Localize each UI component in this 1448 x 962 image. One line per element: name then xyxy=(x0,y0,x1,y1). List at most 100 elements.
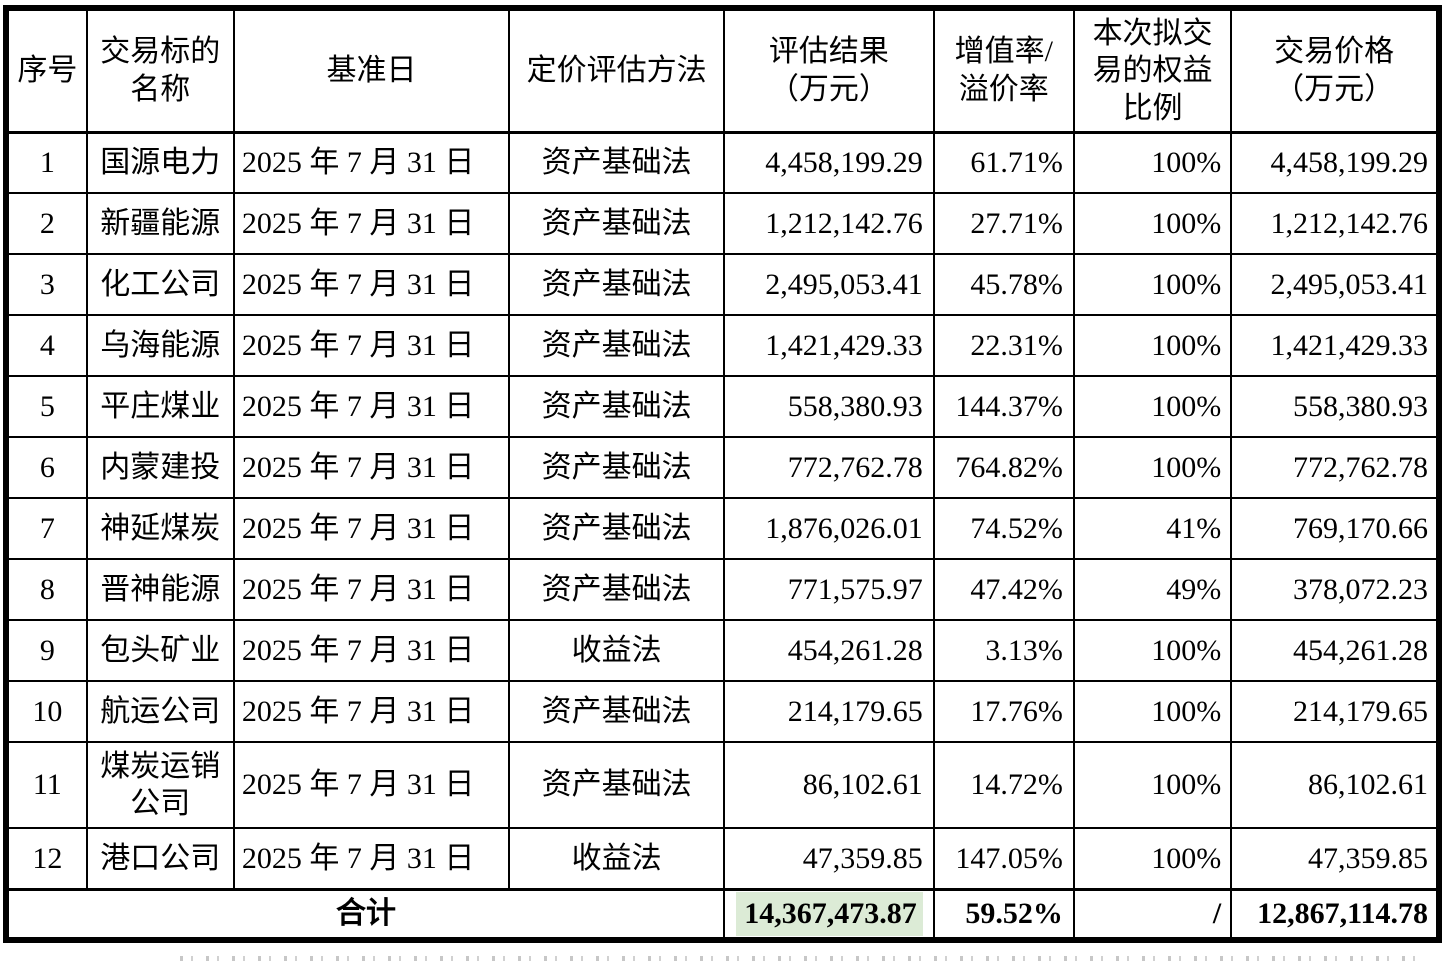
cell-price: 378,072.23 xyxy=(1230,558,1440,621)
cell-name: 平庄煤业 xyxy=(85,375,235,438)
cell-no: 2 xyxy=(5,192,88,255)
cell-name: 国源电力 xyxy=(85,131,235,194)
cell-name: 港口公司 xyxy=(85,827,235,890)
cell-result: 1,421,429.33 xyxy=(722,314,935,377)
cell-premium: 3.13% xyxy=(932,619,1075,682)
cell-result: 86,102.61 xyxy=(722,741,935,829)
cell-result: 47,359.85 xyxy=(722,827,935,890)
table-row: 5 平庄煤业 2025 年 7 月 31 日 资产基础法 558,380.93 … xyxy=(5,375,1440,438)
cell-method: 资产基础法 xyxy=(508,558,725,621)
header-row: 序号 交易标的 名称 基准日 定价评估方法 评估结果 （万元） 增值率/ 溢价率… xyxy=(5,7,1440,134)
cell-method: 资产基础法 xyxy=(508,436,725,499)
cell-premium: 45.78% xyxy=(932,253,1075,316)
cell-no: 6 xyxy=(5,436,88,499)
cell-method: 资产基础法 xyxy=(508,131,725,194)
cell-no: 1 xyxy=(5,131,88,194)
cell-result: 771,575.97 xyxy=(722,558,935,621)
header-equity: 本次拟交 易的权益 比例 xyxy=(1072,7,1233,134)
header-premium: 增值率/ 溢价率 xyxy=(932,7,1075,134)
cell-date: 2025 年 7 月 31 日 xyxy=(232,741,511,829)
cell-premium: 17.76% xyxy=(932,680,1075,743)
cell-no: 8 xyxy=(5,558,88,621)
total-result-highlight: 14,367,473.87 xyxy=(736,892,923,936)
cell-equity: 100% xyxy=(1072,375,1233,438)
cut-off-text-line xyxy=(180,956,1420,961)
cell-method: 资产基础法 xyxy=(508,314,725,377)
cell-price: 558,380.93 xyxy=(1230,375,1440,438)
cell-premium: 74.52% xyxy=(932,497,1075,560)
cell-premium: 764.82% xyxy=(932,436,1075,499)
cell-no: 7 xyxy=(5,497,88,560)
cell-result: 2,495,053.41 xyxy=(722,253,935,316)
cell-no: 5 xyxy=(5,375,88,438)
cell-result: 4,458,199.29 xyxy=(722,131,935,194)
header-method: 定价评估方法 xyxy=(508,7,725,134)
cell-equity: 100% xyxy=(1072,680,1233,743)
cell-date: 2025 年 7 月 31 日 xyxy=(232,497,511,560)
header-name: 交易标的 名称 xyxy=(85,7,235,134)
cell-result: 772,762.78 xyxy=(722,436,935,499)
cell-price: 214,179.65 xyxy=(1230,680,1440,743)
valuation-table: 序号 交易标的 名称 基准日 定价评估方法 评估结果 （万元） 增值率/ 溢价率… xyxy=(3,5,1442,943)
table-row: 1 国源电力 2025 年 7 月 31 日 资产基础法 4,458,199.2… xyxy=(5,131,1440,194)
cell-premium: 147.05% xyxy=(932,827,1075,890)
cell-method: 资产基础法 xyxy=(508,253,725,316)
cell-method: 资产基础法 xyxy=(508,680,725,743)
total-equity: / xyxy=(1072,887,1233,941)
cell-name: 新疆能源 xyxy=(85,192,235,255)
header-no: 序号 xyxy=(5,7,88,134)
cell-premium: 144.37% xyxy=(932,375,1075,438)
cell-premium: 27.71% xyxy=(932,192,1075,255)
cell-name: 航运公司 xyxy=(85,680,235,743)
cell-date: 2025 年 7 月 31 日 xyxy=(232,314,511,377)
cell-price: 1,212,142.76 xyxy=(1230,192,1440,255)
cell-equity: 49% xyxy=(1072,558,1233,621)
table-row: 12 港口公司 2025 年 7 月 31 日 收益法 47,359.85 14… xyxy=(5,827,1440,890)
header-result: 评估结果 （万元） xyxy=(722,7,935,134)
cell-price: 4,458,199.29 xyxy=(1230,131,1440,194)
cell-equity: 100% xyxy=(1072,619,1233,682)
cell-equity: 100% xyxy=(1072,192,1233,255)
cell-method: 资产基础法 xyxy=(508,741,725,829)
cell-no: 10 xyxy=(5,680,88,743)
cell-no: 4 xyxy=(5,314,88,377)
cell-price: 769,170.66 xyxy=(1230,497,1440,560)
table-row: 4 乌海能源 2025 年 7 月 31 日 资产基础法 1,421,429.3… xyxy=(5,314,1440,377)
cell-price: 772,762.78 xyxy=(1230,436,1440,499)
cell-price: 86,102.61 xyxy=(1230,741,1440,829)
cell-name: 晋神能源 xyxy=(85,558,235,621)
cell-date: 2025 年 7 月 31 日 xyxy=(232,436,511,499)
cell-no: 3 xyxy=(5,253,88,316)
cell-price: 1,421,429.33 xyxy=(1230,314,1440,377)
cell-name: 乌海能源 xyxy=(85,314,235,377)
table-row: 8 晋神能源 2025 年 7 月 31 日 资产基础法 771,575.97 … xyxy=(5,558,1440,621)
cell-name: 煤炭运销 公司 xyxy=(85,741,235,829)
cell-equity: 100% xyxy=(1072,827,1233,890)
table-row: 10 航运公司 2025 年 7 月 31 日 资产基础法 214,179.65… xyxy=(5,680,1440,743)
total-price: 12,867,114.78 xyxy=(1230,887,1440,941)
cell-method: 资产基础法 xyxy=(508,375,725,438)
cell-premium: 61.71% xyxy=(932,131,1075,194)
cell-equity: 100% xyxy=(1072,253,1233,316)
table-row: 6 内蒙建投 2025 年 7 月 31 日 资产基础法 772,762.78 … xyxy=(5,436,1440,499)
cell-method: 资产基础法 xyxy=(508,192,725,255)
header-date: 基准日 xyxy=(232,7,511,134)
cell-date: 2025 年 7 月 31 日 xyxy=(232,253,511,316)
cell-name: 包头矿业 xyxy=(85,619,235,682)
cell-method: 收益法 xyxy=(508,619,725,682)
cell-equity: 100% xyxy=(1072,131,1233,194)
cell-price: 47,359.85 xyxy=(1230,827,1440,890)
cell-name: 神延煤炭 xyxy=(85,497,235,560)
cell-date: 2025 年 7 月 31 日 xyxy=(232,827,511,890)
cell-date: 2025 年 7 月 31 日 xyxy=(232,619,511,682)
table-row: 3 化工公司 2025 年 7 月 31 日 资产基础法 2,495,053.4… xyxy=(5,253,1440,316)
cell-result: 558,380.93 xyxy=(722,375,935,438)
total-row: 合计 14,367,473.87 59.52% / 12,867,114.78 xyxy=(5,887,1440,941)
cell-date: 2025 年 7 月 31 日 xyxy=(232,680,511,743)
cell-premium: 14.72% xyxy=(932,741,1075,829)
cell-equity: 41% xyxy=(1072,497,1233,560)
cell-equity: 100% xyxy=(1072,741,1233,829)
cell-name: 内蒙建投 xyxy=(85,436,235,499)
cell-equity: 100% xyxy=(1072,436,1233,499)
